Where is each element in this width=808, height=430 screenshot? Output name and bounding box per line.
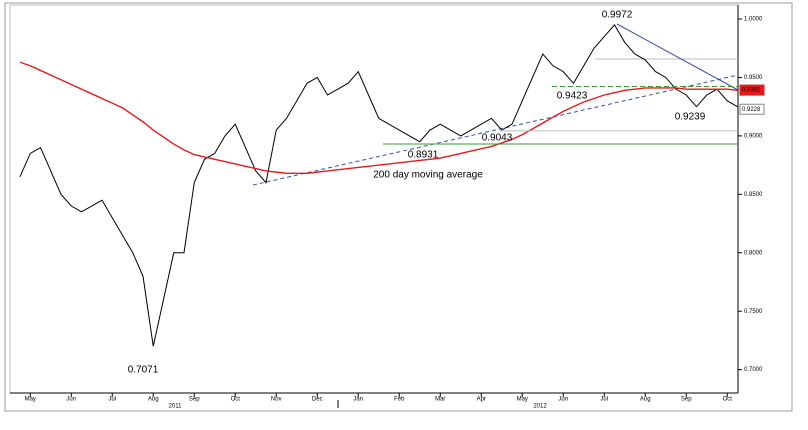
x-tick-label: Apr: [477, 397, 486, 403]
y-tick-label: 1.0000: [744, 17, 763, 23]
annotation: 0.8931: [408, 150, 439, 161]
x-tick-label: Jun: [66, 397, 76, 403]
price-tag-label: 0.9228: [742, 107, 761, 113]
annotation: 0.9043: [482, 133, 513, 144]
year-label: 2012: [533, 404, 547, 410]
x-tick-label: Jul: [108, 397, 116, 403]
trend-line: [616, 23, 739, 91]
outer-frame: [4, 2, 793, 412]
annotation: 0.9423: [557, 91, 588, 102]
x-tick-label: Sep: [681, 397, 692, 403]
year-label: 2011: [169, 404, 183, 410]
x-tick-label: Jan: [353, 397, 363, 403]
x-tick-label: May: [25, 397, 36, 403]
x-tick-label: Oct: [231, 397, 241, 403]
y-tick-label: 0.8000: [744, 250, 763, 256]
price-tag-label: 0.9392: [742, 88, 761, 94]
x-tick-label: Oct: [723, 397, 733, 403]
x-tick-label: Feb: [394, 397, 405, 403]
x-tick-label: Jun: [558, 397, 568, 403]
ma-label: 200 day moving average: [373, 170, 483, 181]
y-tick-label: 0.7000: [744, 367, 763, 373]
price-tag: [739, 84, 765, 96]
price-line: [19, 24, 738, 347]
x-tick-label: Aug: [640, 397, 651, 403]
x-tick-label: Jul: [600, 397, 608, 403]
price-tag: [739, 103, 765, 115]
x-tick-label: Nov: [271, 397, 282, 403]
x-tick-label: May: [517, 397, 528, 403]
annotation: 0.7071: [128, 365, 159, 376]
y-tick-label: 0.9500: [744, 75, 763, 81]
annotation: 0.9239: [675, 112, 706, 123]
y-tick-label: 0.7500: [744, 309, 763, 315]
y-tick-label: 0.9000: [744, 133, 763, 139]
x-tick-label: Sep: [189, 397, 200, 403]
x-tick-label: Mar: [435, 397, 445, 403]
annotation: 0.9972: [602, 10, 633, 21]
x-tick-label: Aug: [148, 397, 159, 403]
trend-line-dashed: [252, 74, 739, 186]
y-tick-label: 0.8500: [744, 192, 763, 198]
x-tick-label: Dec: [312, 397, 323, 403]
moving-average-line: [19, 61, 738, 174]
plot-frame: [9, 4, 739, 394]
